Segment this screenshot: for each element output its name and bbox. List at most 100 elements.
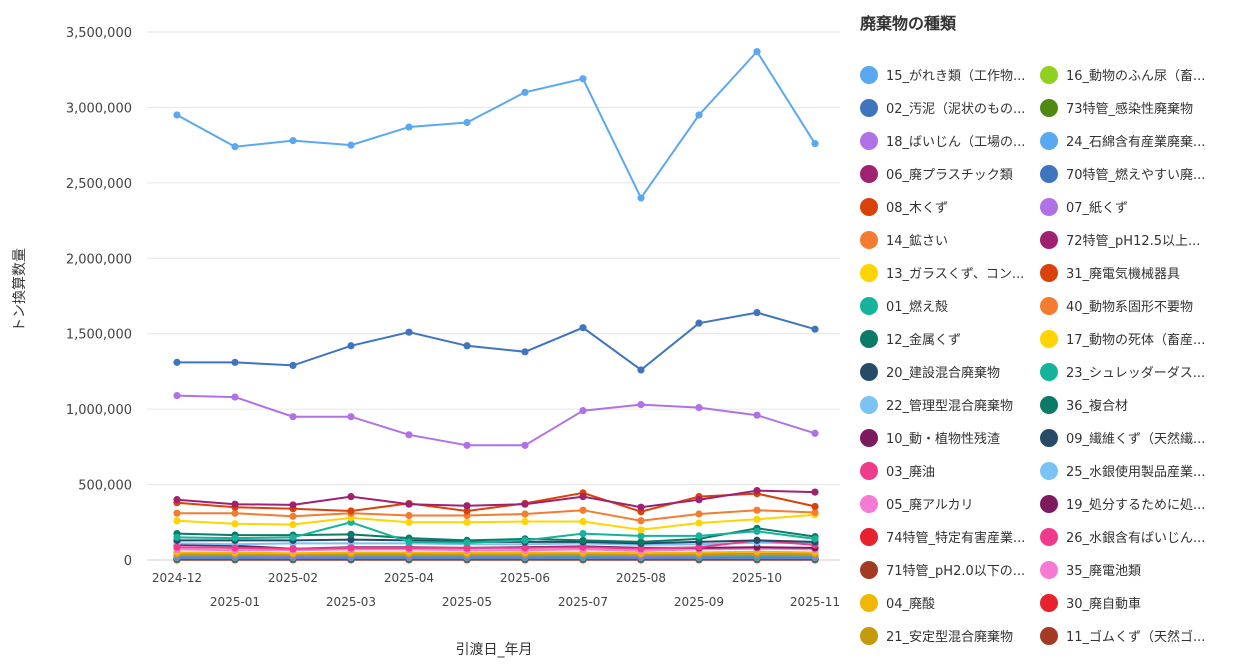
legend-item[interactable]: 01_燃え殻: [860, 289, 1040, 322]
series-line[interactable]: [176, 521, 816, 544]
series-line[interactable]: [176, 489, 816, 509]
data-point[interactable]: [173, 391, 181, 400]
series-4[interactable]: [173, 391, 819, 449]
data-point[interactable]: [695, 319, 703, 327]
data-point[interactable]: [173, 358, 181, 366]
series-24[interactable]: [173, 536, 819, 553]
series-6[interactable]: [173, 487, 819, 511]
data-point[interactable]: [637, 503, 645, 511]
series-2[interactable]: [173, 308, 819, 374]
data-point[interactable]: [347, 342, 355, 350]
data-point[interactable]: [463, 441, 471, 449]
legend-item[interactable]: 14_鉱さい: [860, 223, 1040, 256]
data-point[interactable]: [405, 518, 413, 526]
data-point[interactable]: [811, 429, 819, 437]
data-point[interactable]: [173, 496, 181, 504]
data-point[interactable]: [695, 532, 703, 540]
data-point[interactable]: [405, 544, 413, 552]
series-line[interactable]: [176, 541, 816, 546]
data-point[interactable]: [521, 536, 529, 544]
data-point[interactable]: [521, 517, 529, 526]
data-point[interactable]: [289, 501, 297, 509]
legend-item[interactable]: 03_廃油: [860, 454, 1040, 487]
legend-item[interactable]: 04_廃酸: [860, 586, 1040, 619]
data-point[interactable]: [579, 543, 587, 551]
legend-item[interactable]: 18_ばいじん（工場の...: [860, 124, 1040, 157]
series-line[interactable]: [176, 513, 816, 531]
series-line[interactable]: [176, 550, 816, 555]
data-point[interactable]: [811, 140, 819, 148]
data-point[interactable]: [463, 539, 471, 547]
legend-item[interactable]: 71特管_pH2.0以下の...: [860, 553, 1040, 586]
data-point[interactable]: [463, 544, 471, 552]
legend-item[interactable]: 12_金属くず: [860, 322, 1040, 355]
data-point[interactable]: [637, 401, 645, 409]
data-point[interactable]: [347, 141, 355, 149]
data-point[interactable]: [637, 366, 645, 374]
legend-item[interactable]: 74特管_特定有害産業...: [860, 520, 1040, 553]
legend-item[interactable]: 13_ガラスくず、コン...: [860, 256, 1040, 289]
data-point[interactable]: [347, 413, 355, 421]
data-point[interactable]: [405, 500, 413, 508]
data-point[interactable]: [521, 88, 529, 96]
data-point[interactable]: [405, 328, 413, 336]
series-line[interactable]: [176, 527, 816, 543]
data-point[interactable]: [579, 493, 587, 501]
data-point[interactable]: [231, 509, 239, 517]
data-point[interactable]: [695, 111, 703, 119]
series-0[interactable]: [173, 48, 819, 202]
legend-item[interactable]: 15_がれき類（工作物...: [860, 58, 1040, 91]
data-point[interactable]: [753, 487, 761, 495]
legend-item[interactable]: 36_複合材: [1040, 388, 1220, 421]
data-point[interactable]: [637, 532, 645, 540]
data-point[interactable]: [463, 502, 471, 510]
data-point[interactable]: [695, 543, 703, 551]
series-line[interactable]: [177, 311, 816, 372]
data-point[interactable]: [289, 545, 297, 553]
data-point[interactable]: [695, 404, 703, 412]
series-16[interactable]: [173, 524, 819, 546]
data-point[interactable]: [347, 530, 355, 538]
legend-item[interactable]: 10_動・植物性残渣: [860, 421, 1040, 454]
data-point[interactable]: [231, 520, 239, 528]
legend-item[interactable]: 30_廃自動車: [1040, 586, 1220, 619]
data-point[interactable]: [753, 308, 761, 317]
data-point[interactable]: [347, 507, 355, 515]
data-point[interactable]: [231, 143, 239, 151]
legend-item[interactable]: 26_水銀含有ばいじん...: [1040, 520, 1220, 553]
legend-item[interactable]: 35_廃電池類: [1040, 553, 1220, 586]
series-line[interactable]: [176, 491, 816, 513]
data-point[interactable]: [521, 544, 529, 552]
legend-item[interactable]: 11_ゴムくず（天然ゴ...: [1040, 619, 1220, 652]
data-point[interactable]: [753, 515, 761, 523]
data-point[interactable]: [231, 358, 239, 366]
data-point[interactable]: [289, 137, 297, 145]
data-point[interactable]: [579, 407, 587, 415]
data-point[interactable]: [289, 512, 297, 520]
data-point[interactable]: [463, 518, 471, 526]
data-point[interactable]: [637, 545, 645, 553]
data-point[interactable]: [347, 493, 355, 501]
series-line[interactable]: [177, 554, 816, 557]
legend-item[interactable]: 70特管_燃えやすい廃...: [1040, 157, 1220, 190]
data-point[interactable]: [173, 543, 181, 551]
data-point[interactable]: [521, 500, 529, 508]
data-point[interactable]: [695, 496, 703, 504]
series-line[interactable]: [177, 509, 816, 522]
data-point[interactable]: [695, 519, 703, 527]
data-point[interactable]: [231, 500, 239, 508]
series-line[interactable]: [177, 552, 816, 556]
data-point[interactable]: [347, 544, 355, 552]
legend-item[interactable]: 24_石綿含有産業廃棄...: [1040, 124, 1220, 157]
data-point[interactable]: [579, 536, 587, 544]
data-point[interactable]: [289, 361, 297, 369]
legend-item[interactable]: 16_動物のふん尿（畜...: [1040, 58, 1220, 91]
data-point[interactable]: [173, 517, 181, 525]
data-point[interactable]: [405, 511, 413, 520]
data-point[interactable]: [637, 194, 645, 202]
legend-item[interactable]: 17_動物の死体（畜産...: [1040, 322, 1220, 355]
data-point[interactable]: [289, 520, 297, 529]
data-point[interactable]: [579, 75, 587, 83]
data-point[interactable]: [405, 538, 413, 546]
series-12[interactable]: [173, 511, 819, 534]
